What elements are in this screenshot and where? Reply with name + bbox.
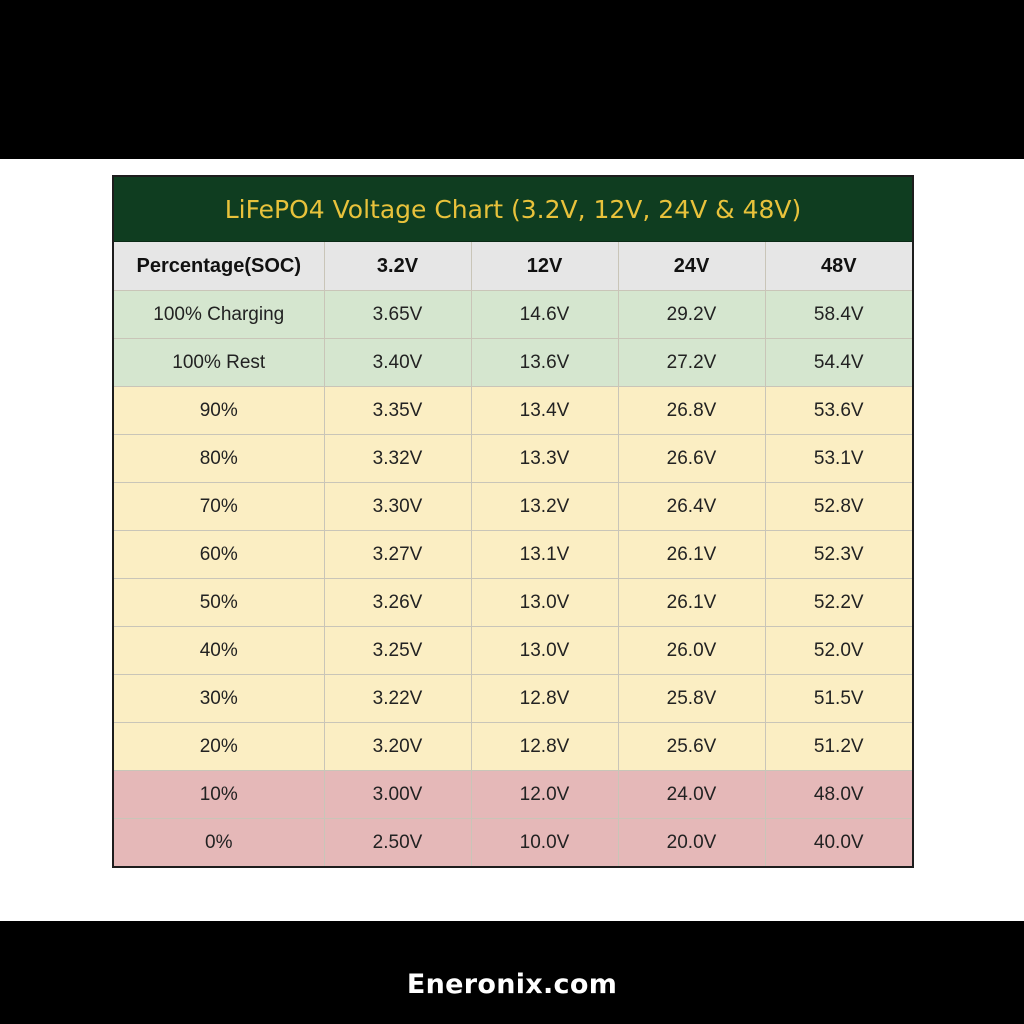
table-row: 40% 3.25V 13.0V 26.0V 52.0V (114, 626, 912, 675)
table-row: 60% 3.27V 13.1V 26.1V 52.3V (114, 530, 912, 579)
voltage-24v-cell: 29.2V (618, 290, 766, 339)
soc-label-cell: 10% (114, 770, 325, 819)
soc-label-cell: 100% Rest (114, 338, 325, 387)
voltage-24v-cell: 26.6V (618, 434, 766, 483)
voltage-12v-cell: 12.0V (471, 770, 619, 819)
voltage-12v-cell: 13.3V (471, 434, 619, 483)
voltage-48v-cell: 51.2V (765, 722, 912, 771)
voltage-24v-cell: 24.0V (618, 770, 766, 819)
soc-label-cell: 80% (114, 434, 325, 483)
table-row: 50% 3.26V 13.0V 26.1V 52.2V (114, 578, 912, 627)
voltage-48v-cell: 52.2V (765, 578, 912, 627)
voltage-24v-cell: 25.8V (618, 674, 766, 723)
column-header-24v: 24V (618, 242, 766, 291)
voltage-48v-cell: 52.3V (765, 530, 912, 579)
chart-title: LiFePO4 Voltage Chart (3.2V, 12V, 24V & … (114, 177, 912, 242)
voltage-24v-cell: 26.1V (618, 530, 766, 579)
table-row: 70% 3.30V 13.2V 26.4V 52.8V (114, 482, 912, 531)
voltage-24v-cell: 26.1V (618, 578, 766, 627)
soc-label-cell: 60% (114, 530, 325, 579)
voltage-3-2v-cell: 2.50V (324, 818, 472, 866)
voltage-12v-cell: 13.2V (471, 482, 619, 531)
voltage-12v-cell: 10.0V (471, 818, 619, 866)
soc-label-cell: 90% (114, 386, 325, 435)
voltage-48v-cell: 53.6V (765, 386, 912, 435)
soc-label-cell: 0% (114, 818, 325, 866)
soc-label-cell: 40% (114, 626, 325, 675)
voltage-12v-cell: 13.0V (471, 626, 619, 675)
voltage-12v-cell: 13.0V (471, 578, 619, 627)
soc-label-cell: 50% (114, 578, 325, 627)
voltage-12v-cell: 13.6V (471, 338, 619, 387)
voltage-3-2v-cell: 3.35V (324, 386, 472, 435)
voltage-3-2v-cell: 3.20V (324, 722, 472, 771)
voltage-12v-cell: 12.8V (471, 722, 619, 771)
voltage-48v-cell: 48.0V (765, 770, 912, 819)
voltage-24v-cell: 25.6V (618, 722, 766, 771)
voltage-48v-cell: 54.4V (765, 338, 912, 387)
voltage-12v-cell: 12.8V (471, 674, 619, 723)
voltage-3-2v-cell: 3.30V (324, 482, 472, 531)
column-header-48v: 48V (765, 242, 912, 291)
voltage-48v-cell: 51.5V (765, 674, 912, 723)
table-header-row: Percentage(SOC) 3.2V 12V 24V 48V (114, 242, 912, 291)
voltage-table-card: LiFePO4 Voltage Chart (3.2V, 12V, 24V & … (112, 175, 914, 868)
voltage-48v-cell: 52.8V (765, 482, 912, 531)
voltage-12v-cell: 13.1V (471, 530, 619, 579)
table-row: 10% 3.00V 12.0V 24.0V 48.0V (114, 770, 912, 819)
table-row: 30% 3.22V 12.8V 25.8V 51.5V (114, 674, 912, 723)
soc-label-cell: 70% (114, 482, 325, 531)
voltage-48v-cell: 58.4V (765, 290, 912, 339)
table-row: 100% Rest 3.40V 13.6V 27.2V 54.4V (114, 338, 912, 387)
voltage-12v-cell: 14.6V (471, 290, 619, 339)
voltage-24v-cell: 26.0V (618, 626, 766, 675)
footer-website: Eneronix.com (406, 969, 618, 1000)
voltage-48v-cell: 53.1V (765, 434, 912, 483)
voltage-3-2v-cell: 3.00V (324, 770, 472, 819)
voltage-3-2v-cell: 3.65V (324, 290, 472, 339)
voltage-48v-cell: 52.0V (765, 626, 912, 675)
table-body: 100% Charging 3.65V 14.6V 29.2V 58.4V 100% Re… (114, 290, 912, 866)
column-header-soc: Percentage(SOC) (114, 242, 325, 291)
voltage-48v-cell: 40.0V (765, 818, 912, 866)
bottom-black-band (0, 921, 1024, 1024)
top-black-band (0, 0, 1024, 159)
voltage-24v-cell: 26.8V (618, 386, 766, 435)
soc-label-cell: 100% Charging (114, 290, 325, 339)
column-header-12v: 12V (471, 242, 619, 291)
table-row: 90% 3.35V 13.4V 26.8V 53.6V (114, 386, 912, 435)
table-row: 0% 2.50V 10.0V 20.0V 40.0V (114, 818, 912, 866)
voltage-table: Percentage(SOC) 3.2V 12V 24V 48V 100% Ch… (114, 242, 912, 866)
voltage-3-2v-cell: 3.27V (324, 530, 472, 579)
soc-label-cell: 20% (114, 722, 325, 771)
voltage-3-2v-cell: 3.32V (324, 434, 472, 483)
voltage-3-2v-cell: 3.25V (324, 626, 472, 675)
voltage-3-2v-cell: 3.22V (324, 674, 472, 723)
voltage-24v-cell: 20.0V (618, 818, 766, 866)
voltage-12v-cell: 13.4V (471, 386, 619, 435)
soc-label-cell: 30% (114, 674, 325, 723)
voltage-3-2v-cell: 3.26V (324, 578, 472, 627)
voltage-3-2v-cell: 3.40V (324, 338, 472, 387)
voltage-24v-cell: 26.4V (618, 482, 766, 531)
table-row: 100% Charging 3.65V 14.6V 29.2V 58.4V (114, 290, 912, 339)
column-header-3-2v: 3.2V (324, 242, 472, 291)
voltage-24v-cell: 27.2V (618, 338, 766, 387)
table-row: 80% 3.32V 13.3V 26.6V 53.1V (114, 434, 912, 483)
table-row: 20% 3.20V 12.8V 25.6V 51.2V (114, 722, 912, 771)
